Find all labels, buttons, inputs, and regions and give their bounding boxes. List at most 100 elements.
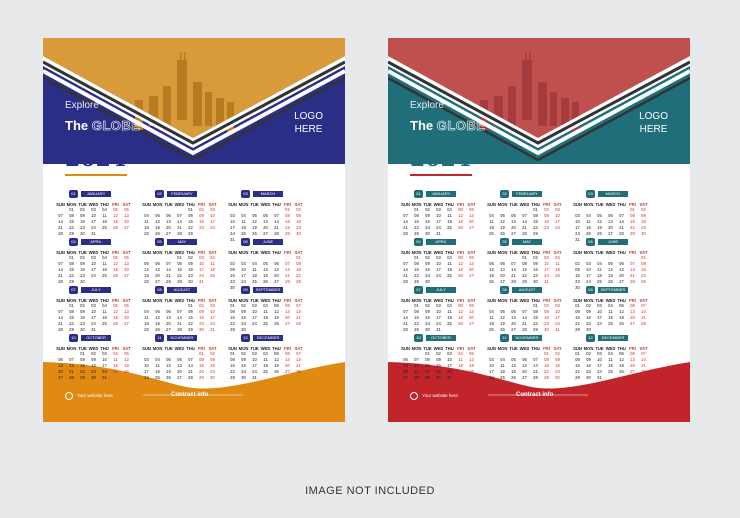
- day-cell: 24: [252, 321, 257, 326]
- day-cell: 05: [263, 261, 268, 266]
- day-cell: 25: [489, 231, 494, 236]
- weekday-label: FRI: [112, 250, 119, 255]
- weekday-label: FRI: [112, 298, 119, 303]
- day-cell: 29: [414, 327, 419, 332]
- day-cell: 14: [641, 309, 646, 314]
- globe-icon: [410, 392, 418, 400]
- month-header: 08 AUGUST: [486, 286, 568, 295]
- weekday-label: MON: [583, 250, 594, 255]
- weekday-header-row: SUN MON TUE WED THU FRI SAT: [572, 298, 654, 303]
- day-cell: 29: [533, 327, 538, 332]
- day-cell: 15: [522, 267, 527, 272]
- day-cell: 17: [91, 219, 96, 224]
- day-cell: 13: [263, 219, 268, 224]
- day-cell: 10: [555, 309, 560, 314]
- week-row: 08 09 10 11 12 13 14: [227, 309, 309, 315]
- day-cell: 29: [69, 279, 74, 284]
- day-cell: 17: [102, 363, 107, 368]
- day-cell: 04: [608, 351, 613, 356]
- day-cell: [282, 375, 293, 381]
- week-row: 08 09 10 11 12 13 14: [227, 357, 309, 363]
- day-cell: 19: [113, 267, 118, 272]
- day-cell: 26: [619, 321, 624, 326]
- month-february: 02 FEBRUARY SUN MON TUE WED THU FRI SAT 01 02 03 04 0…: [141, 190, 223, 237]
- day-cell: 04: [555, 255, 560, 260]
- month-header: 01 JANUARY: [400, 190, 482, 199]
- month-header: 04 APRIL: [55, 238, 137, 247]
- weekday-label: FRI: [457, 298, 464, 303]
- weekday-label: SAT: [122, 202, 131, 207]
- day-cell: 20: [263, 225, 268, 230]
- month-header: 04 APRIL: [400, 238, 482, 247]
- day-cell: 12: [113, 309, 118, 314]
- day-cell: 11: [608, 357, 613, 362]
- day-cell: 29: [188, 327, 193, 332]
- day-cell: 02: [641, 207, 646, 212]
- week-row: 25 26 27 28 29: [141, 231, 223, 237]
- day-cell: 27: [166, 231, 171, 236]
- week-row: 21 22 23 24 25 26 27: [400, 225, 482, 231]
- day-cell: [207, 279, 218, 285]
- week-row: 01 02 03: [141, 303, 223, 309]
- header-graphic: [43, 38, 345, 188]
- month-header: 03 MARCH: [227, 190, 309, 199]
- day-cell: 09: [575, 267, 580, 272]
- weekday-label: SUN: [573, 298, 582, 303]
- weekday-label: THU: [617, 250, 626, 255]
- day-cell: 11: [144, 315, 149, 320]
- day-cell: [260, 327, 271, 333]
- week-row: 01 02 03 04: [486, 255, 568, 261]
- day-cell: 22: [177, 273, 182, 278]
- weekday-label: FRI: [457, 346, 464, 351]
- weekday-label: SUN: [142, 250, 151, 255]
- month-august: 08 AUGUST SUN MON TUE WED THU FRI SAT 01 02 03 04 05 0…: [486, 286, 568, 333]
- day-cell: 10: [210, 213, 215, 218]
- day-cell: 20: [511, 225, 516, 230]
- day-cell: 02: [199, 207, 204, 212]
- weekday-header-row: SUN MON TUE WED THU FRI SAT: [141, 346, 223, 351]
- day-cell: 10: [91, 309, 96, 314]
- day-cell: 20: [124, 219, 129, 224]
- day-cell: 13: [630, 309, 635, 314]
- day-cell: 03: [102, 351, 107, 356]
- day-cell: 21: [522, 225, 527, 230]
- day-cell: 13: [500, 267, 505, 272]
- day-cell: [466, 279, 477, 285]
- day-cell: 31: [210, 327, 215, 332]
- day-cell: 12: [113, 213, 118, 218]
- day-cell: 22: [188, 321, 193, 326]
- day-cell: 12: [500, 315, 505, 320]
- day-cell: 08: [230, 309, 235, 314]
- day-cell: 26: [113, 225, 118, 230]
- day-cell: [196, 231, 207, 237]
- day-cell: [121, 327, 132, 333]
- day-cell: 22: [575, 321, 580, 326]
- day-cell: [455, 327, 466, 333]
- weekday-label: WED: [519, 202, 530, 207]
- day-cell: 14: [403, 267, 408, 272]
- day-cell: [552, 279, 563, 285]
- day-cell: 27: [155, 279, 160, 284]
- day-cell: 19: [155, 321, 160, 326]
- day-cell: 23: [425, 273, 430, 278]
- month-header: 03 MARCH: [572, 190, 654, 199]
- weekday-label: MON: [583, 346, 594, 351]
- day-cell: 09: [586, 357, 591, 362]
- weekday-label: THU: [186, 346, 195, 351]
- week-row: 01 02 03 04 05 06: [55, 207, 137, 213]
- month-number-badge: 02: [500, 190, 509, 198]
- day-cell: 09: [425, 309, 430, 314]
- day-cell: 17: [436, 267, 441, 272]
- day-cell: 09: [425, 213, 430, 218]
- day-cell: 26: [274, 369, 279, 374]
- day-cell: [282, 327, 293, 333]
- day-cell: 04: [102, 255, 107, 260]
- week-row: 01 02 03 04 05 06: [400, 207, 482, 213]
- day-cell: 27: [469, 321, 474, 326]
- day-cell: 01: [69, 207, 74, 212]
- week-row: 10 11 12 13 14 15 16: [486, 363, 568, 369]
- day-cell: 31: [575, 237, 580, 242]
- day-cell: 04: [102, 303, 107, 308]
- day-cell: 21: [274, 225, 279, 230]
- day-cell: 20: [285, 315, 290, 320]
